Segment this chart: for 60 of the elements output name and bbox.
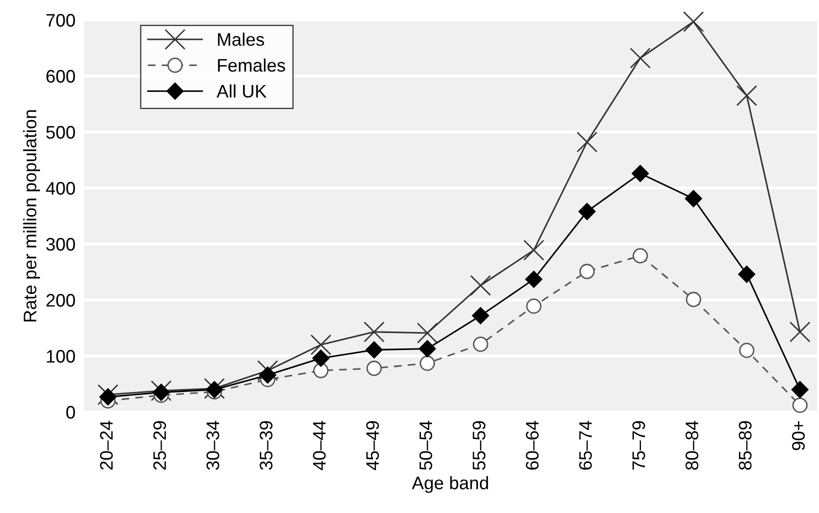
point <box>470 275 491 296</box>
x-tick-label: 80–84 <box>686 420 698 470</box>
point <box>791 381 809 398</box>
point <box>420 356 435 371</box>
y-tick-label: 0 <box>66 406 75 419</box>
point <box>259 366 276 384</box>
x-tick-label: 30–34 <box>206 420 220 470</box>
x-tick-label: 55–59 <box>472 421 486 470</box>
x-tick-label: 85–89 <box>738 421 752 470</box>
x-tick-label: 45–49 <box>366 421 379 470</box>
point <box>312 350 330 367</box>
point <box>790 322 810 342</box>
y-tick-label: 700 <box>46 14 75 27</box>
y-axis-title: Rate per million population <box>23 110 40 322</box>
point <box>525 270 542 288</box>
point <box>364 322 385 342</box>
legend-label: All UK <box>216 84 267 98</box>
x-tick-label: 50–54 <box>419 420 432 470</box>
point <box>738 266 756 283</box>
y-tick-label: 600 <box>46 70 75 83</box>
point <box>736 85 758 106</box>
x-tick-label: 65–74 <box>579 420 592 470</box>
point <box>686 292 702 308</box>
point <box>684 190 702 208</box>
x-tick-label: 75–79 <box>632 421 646 470</box>
point <box>152 384 170 401</box>
x-tick-label: 40–44 <box>312 420 326 470</box>
x-tick-label: 20–24 <box>100 420 113 470</box>
point <box>472 307 490 324</box>
point <box>739 342 754 358</box>
x-tick-label: 25–29 <box>153 421 166 470</box>
point <box>472 336 488 352</box>
point <box>683 11 704 32</box>
point <box>526 298 542 314</box>
y-tick-label: 400 <box>46 182 75 195</box>
x-axis-title: Age band <box>412 476 488 493</box>
x-tick-label: 60–64 <box>526 420 539 470</box>
point <box>523 240 544 261</box>
point <box>632 248 648 264</box>
point <box>366 341 383 358</box>
y-tick-label: 300 <box>46 238 75 251</box>
point <box>576 132 598 152</box>
point <box>578 202 596 220</box>
point <box>99 388 117 406</box>
x-tick-label: 90+ <box>792 421 805 450</box>
y-tick-label: 200 <box>46 294 75 307</box>
y-tick-label: 500 <box>46 126 75 139</box>
legend-label: Females <box>218 58 286 72</box>
point <box>630 48 651 68</box>
point <box>416 322 438 344</box>
point <box>632 164 649 182</box>
point <box>579 264 595 280</box>
point <box>313 362 329 378</box>
x-tick-label: 35–39 <box>260 421 272 470</box>
point <box>418 340 436 358</box>
point <box>792 398 808 413</box>
point <box>366 360 382 376</box>
point <box>310 334 332 356</box>
legend-label: Males <box>218 32 264 46</box>
y-tick-label: 100 <box>46 350 75 363</box>
